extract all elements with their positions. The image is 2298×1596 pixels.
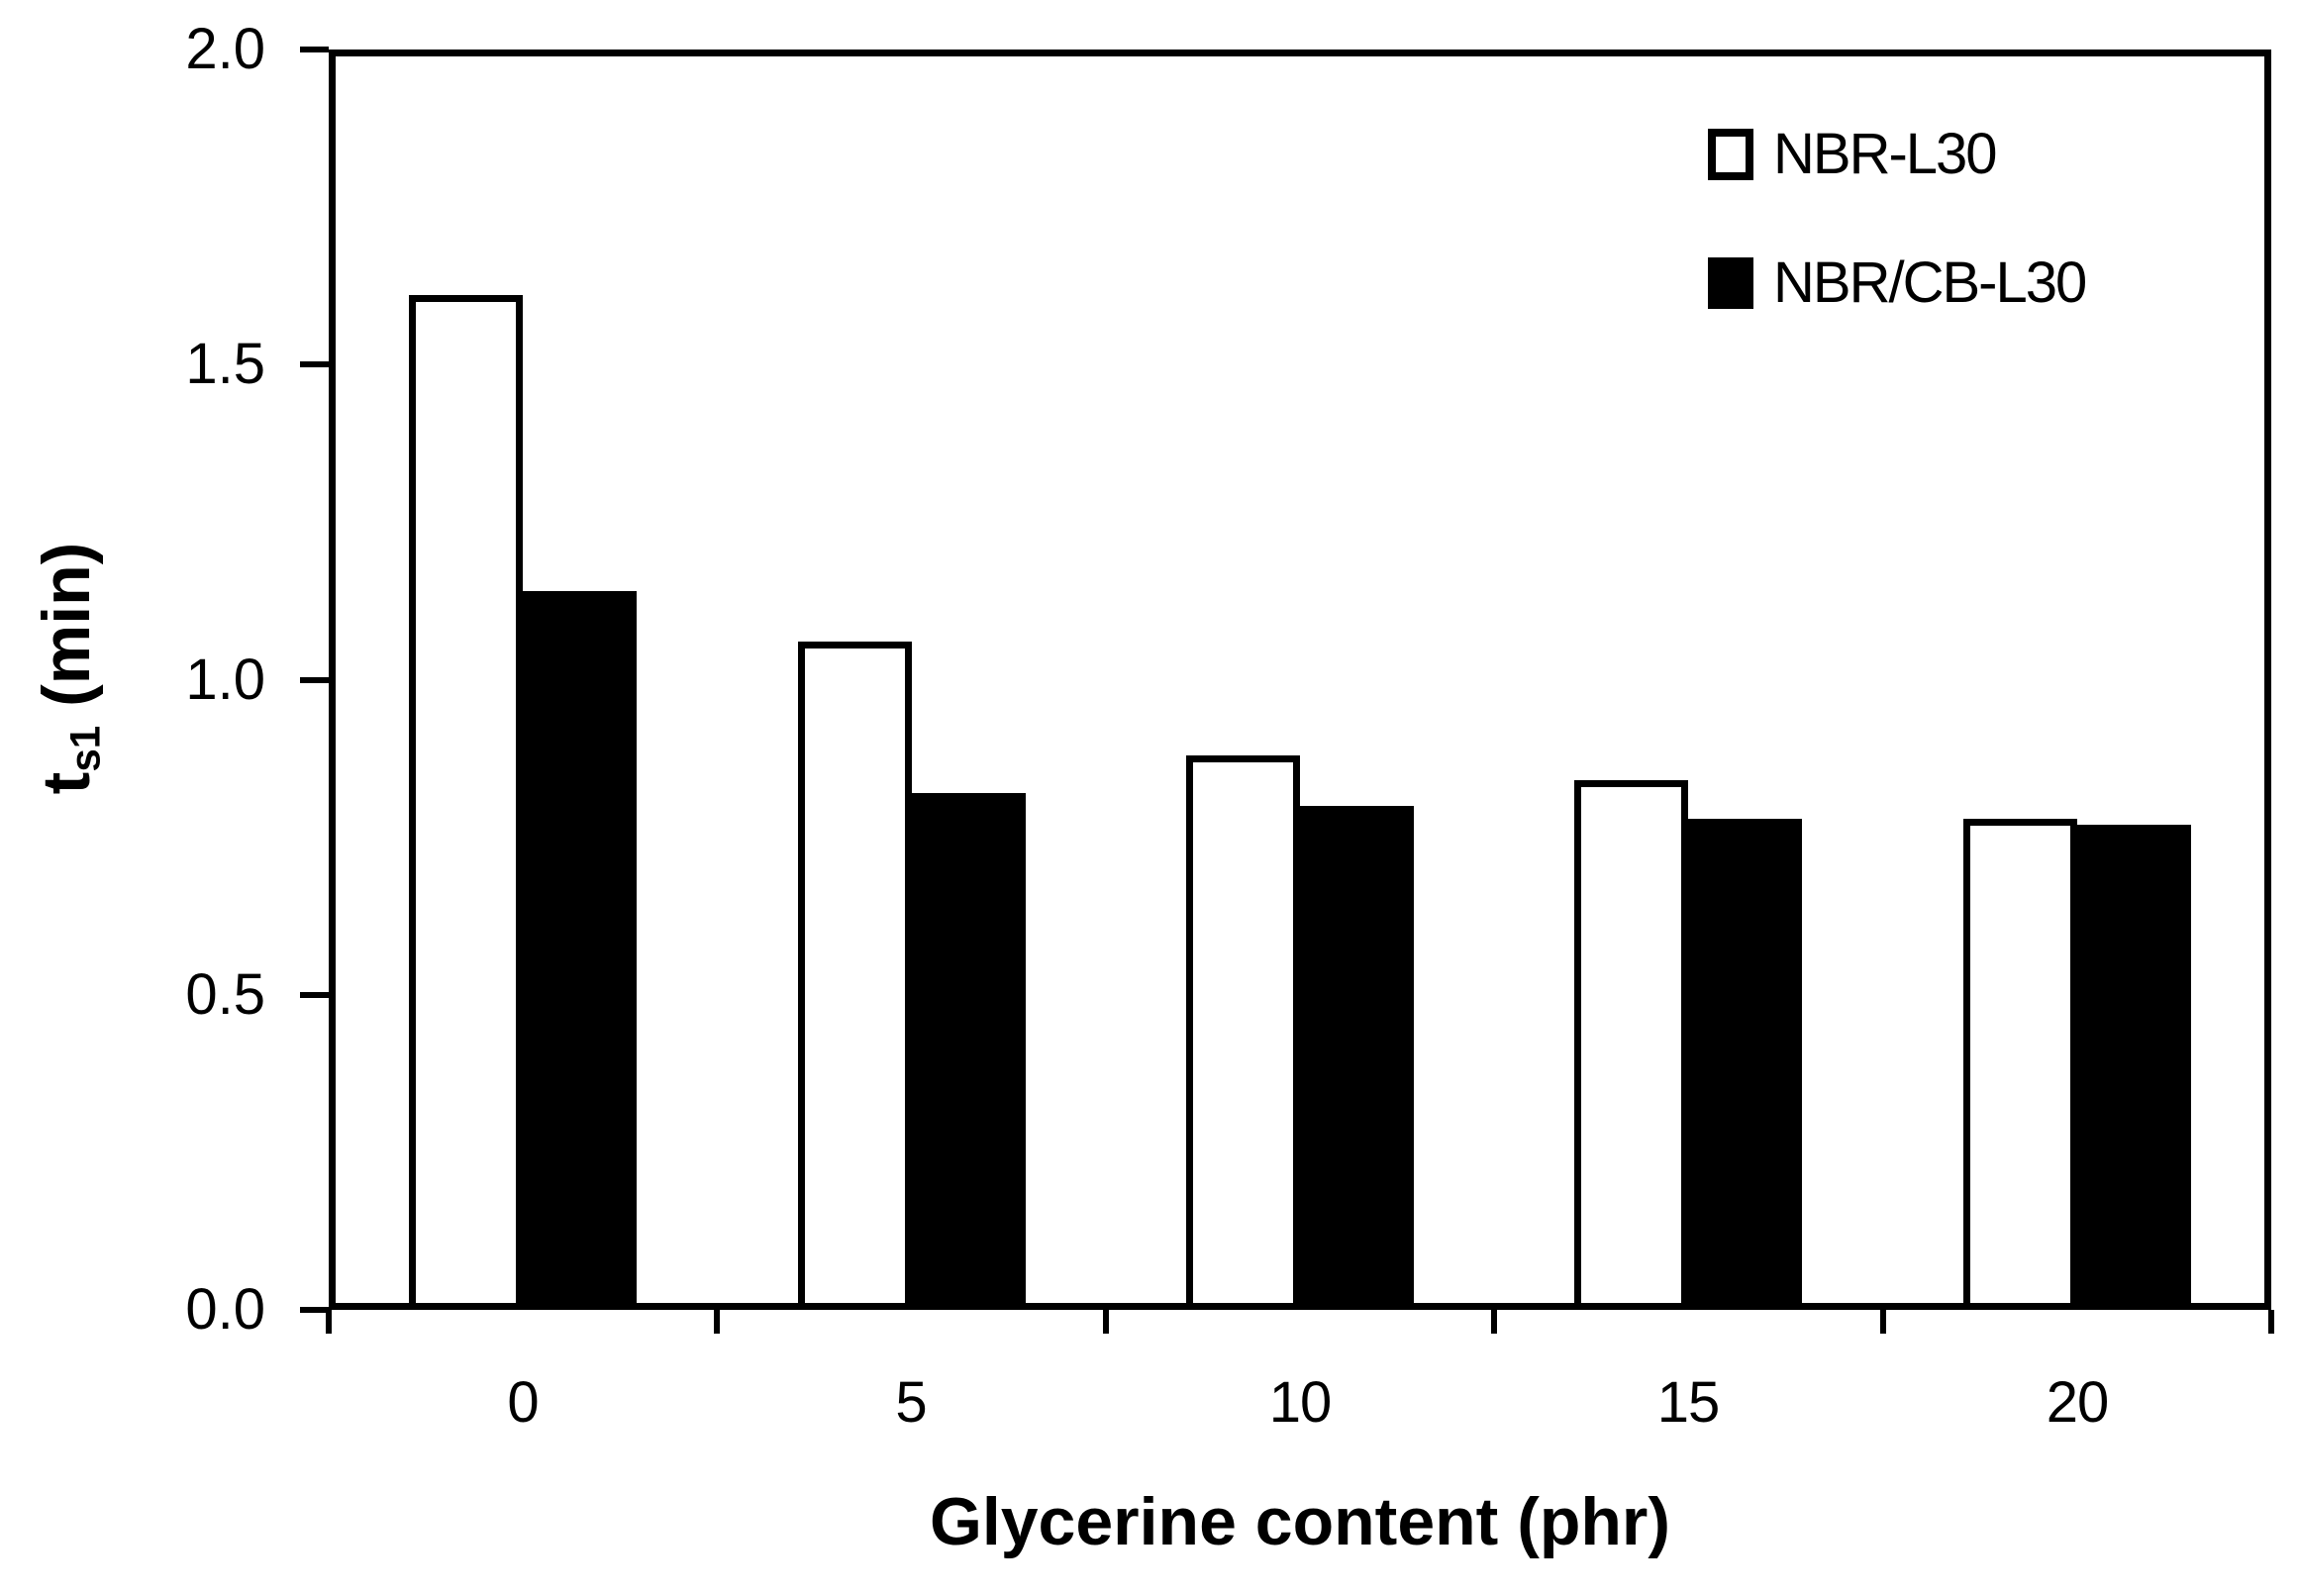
bar-NBR-L30-10 xyxy=(1186,755,1300,1310)
y-tick-2.0 xyxy=(300,47,329,52)
legend-marker-open-square-icon xyxy=(1708,129,1753,180)
bar-NBR-L30-15 xyxy=(1574,780,1688,1310)
x-tick-0 xyxy=(326,1310,332,1334)
bar-NBR/CB-L30-15 xyxy=(1688,819,1802,1310)
y-axis-title-symbol: t xyxy=(29,771,104,795)
y-tick-label-1.5: 1.5 xyxy=(185,332,265,396)
y-tick-0.0 xyxy=(300,1307,329,1313)
legend-label-nbr-cb-l30: NBR/CB-L30 xyxy=(1773,250,2087,315)
x-tick-label-10: 10 xyxy=(1268,1370,1333,1435)
x-tick-5 xyxy=(2268,1310,2274,1334)
legend-entry-nbr-l30: NBR-L30 xyxy=(1708,122,2085,186)
bar-NBR-L30-0 xyxy=(409,295,523,1310)
x-tick-label-5: 5 xyxy=(895,1370,927,1435)
y-tick-label-0.5: 0.5 xyxy=(185,962,265,1027)
bar-NBR/CB-L30-0 xyxy=(523,591,637,1310)
y-tick-label-1.0: 1.0 xyxy=(185,648,265,712)
bar-NBR-L30-5 xyxy=(798,642,912,1310)
bar-NBR-L30-20 xyxy=(1963,819,2077,1310)
y-axis-title-subscript: s1 xyxy=(61,725,109,772)
x-tick-1 xyxy=(714,1310,720,1334)
y-tick-0.5 xyxy=(300,992,329,998)
legend-entry-nbr-cb-l30: NBR/CB-L30 xyxy=(1708,250,2087,315)
y-tick-label-0.0: 0.0 xyxy=(185,1277,265,1342)
x-tick-label-20: 20 xyxy=(2046,1370,2110,1435)
x-tick-label-0: 0 xyxy=(507,1370,539,1435)
plot-area xyxy=(329,50,2271,1310)
y-tick-label-2.0: 2.0 xyxy=(185,17,265,81)
legend-marker-filled-square-icon xyxy=(1708,257,1753,309)
x-tick-3 xyxy=(1491,1310,1497,1334)
x-tick-2 xyxy=(1103,1310,1109,1334)
bar-NBR/CB-L30-20 xyxy=(2077,825,2191,1310)
x-tick-4 xyxy=(1880,1310,1886,1334)
y-tick-1.0 xyxy=(300,677,329,683)
bar-NBR/CB-L30-5 xyxy=(912,793,1026,1310)
y-tick-1.5 xyxy=(300,361,329,367)
legend: NBR-L30 NBR/CB-L30 xyxy=(1708,122,2087,315)
x-axis-title: Glycerine content (phr) xyxy=(929,1484,1671,1559)
x-tick-label-15: 15 xyxy=(1656,1370,1721,1435)
bar-NBR/CB-L30-10 xyxy=(1300,806,1414,1310)
legend-label-nbr-l30: NBR-L30 xyxy=(1773,122,1998,186)
